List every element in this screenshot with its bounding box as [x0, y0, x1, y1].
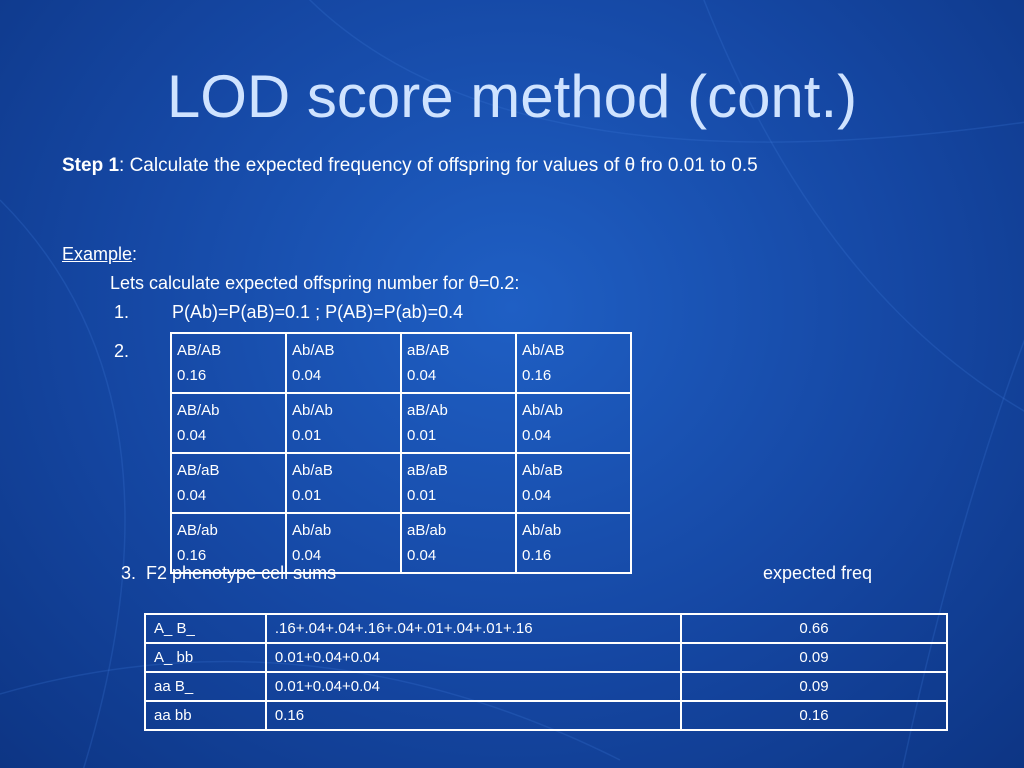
table-cell: aB/ab 0.04	[400, 512, 517, 574]
offspring-table: AB/AB 0.16 Ab/AB 0.04 aB/AB 0.04 Ab/AB 0.16 AB/A…	[170, 332, 632, 574]
phenotype: aa bb	[144, 700, 267, 731]
cell-sum: .16+.04+.04+.16+.04+.01+.04+.01+.16	[264, 613, 682, 644]
genotype: Ab/aB	[522, 462, 563, 479]
genotype: AB/ab	[177, 522, 218, 539]
phenotype: A_ B_	[144, 613, 267, 644]
frequency: 0.04	[177, 427, 207, 444]
table-cell: Ab/aB 0.01	[285, 452, 402, 514]
item-number: 3.	[121, 563, 137, 583]
sums-table: A_ B_ .16+.04+.04+.16+.04+.01+.04+.01+.16…	[144, 613, 949, 731]
item-number: 2.	[114, 341, 130, 361]
frequency: 0.16	[177, 367, 207, 384]
genotype: aB/AB	[407, 342, 450, 359]
table-cell: Ab/aB 0.04	[515, 452, 632, 514]
frequency: 0.16	[522, 367, 552, 384]
item-number: 1.	[114, 302, 130, 322]
step-text: Step 1: Calculate the expected frequency…	[62, 151, 1024, 180]
cell-sum: 0.01+0.04+0.04	[264, 671, 682, 702]
table-row: AB/AB 0.16 Ab/AB 0.04 aB/AB 0.04 Ab/AB 0.16	[170, 332, 632, 394]
genotype: aB/aB	[407, 462, 448, 479]
table-cell: AB/Ab 0.04	[170, 392, 287, 454]
table-row: AB/aB 0.04 Ab/aB 0.01 aB/aB 0.01 Ab/aB 0.04	[170, 452, 632, 514]
frequency: 0.04	[177, 487, 207, 504]
cell-sum: 0.01+0.04+0.04	[264, 642, 682, 673]
genotype: Ab/Ab	[522, 402, 563, 419]
frequency: 0.04	[292, 547, 322, 564]
genotype: AB/aB	[177, 462, 220, 479]
table-cell: aB/Ab 0.01	[400, 392, 517, 454]
genotype: AB/Ab	[177, 402, 220, 419]
table-cell: Ab/ab 0.16	[515, 512, 632, 574]
genotype: aB/Ab	[407, 402, 448, 419]
table-cell: aB/AB 0.04	[400, 332, 517, 394]
frequency: 0.01	[292, 487, 322, 504]
table-row: aa bb 0.16 0.16	[144, 700, 949, 731]
example-heading: Example:	[62, 244, 137, 265]
genotype: Ab/aB	[292, 462, 333, 479]
table-cell: Ab/AB 0.04	[285, 332, 402, 394]
table-row: aa B_ 0.01+0.04+0.04 0.09	[144, 671, 949, 702]
frequency: 0.01	[407, 427, 437, 444]
expected-frequency: 0.66	[679, 613, 949, 644]
table-cell: AB/aB 0.04	[170, 452, 287, 514]
frequency: 0.04	[407, 367, 437, 384]
step-body: : Calculate the expected frequency of of…	[119, 155, 758, 176]
table-cell: Ab/AB 0.16	[515, 332, 632, 394]
frequency: 0.04	[292, 367, 322, 384]
example-label: Example	[62, 244, 133, 264]
genotype: Ab/ab	[522, 522, 562, 539]
step-label: Step 1	[62, 155, 120, 176]
expected-frequency: 0.09	[679, 671, 949, 702]
table-row: A_ B_ .16+.04+.04+.16+.04+.01+.04+.01+.16…	[144, 613, 949, 644]
frequency: 0.04	[522, 487, 552, 504]
intro-text: Lets calculate expected offspring number…	[110, 273, 520, 293]
genotype: Ab/Ab	[292, 402, 333, 419]
phenotype: A_ bb	[144, 642, 267, 673]
genotype: Ab/AB	[522, 342, 565, 359]
table-row: AB/Ab 0.04 Ab/Ab 0.01 aB/Ab 0.01 Ab/Ab 0.04	[170, 392, 632, 454]
table-cell: Ab/Ab 0.01	[285, 392, 402, 454]
item-text: P(Ab)=P(aB)=0.1 ; P(AB)=P(ab)=0.4	[172, 302, 464, 322]
frequency: 0.01	[407, 487, 437, 504]
genotype: Ab/ab	[292, 522, 332, 539]
cell-sum: 0.16	[264, 700, 682, 731]
example-suffix: :	[132, 244, 138, 264]
genotype: Ab/AB	[292, 342, 335, 359]
table-cell: Ab/ab 0.04	[285, 512, 402, 574]
column-note: expected freq	[763, 563, 873, 583]
phenotype: aa B_	[144, 671, 267, 702]
expected-frequency: 0.09	[679, 642, 949, 673]
frequency: 0.04	[522, 427, 552, 444]
table-row: AB/ab 0.16 Ab/ab 0.04 aB/ab 0.04 Ab/ab 0.16	[170, 512, 632, 574]
slide-title: LOD score method (cont.)	[166, 63, 858, 130]
table-cell: aB/aB 0.01	[400, 452, 517, 514]
genotype: aB/ab	[407, 522, 447, 539]
table-cell: AB/ab 0.16	[170, 512, 287, 574]
expected-frequency: 0.16	[679, 700, 949, 731]
frequency: 0.16	[177, 547, 207, 564]
frequency: 0.16	[522, 547, 552, 564]
genotype: AB/AB	[177, 342, 222, 359]
table-row: A_ bb 0.01+0.04+0.04 0.09	[144, 642, 949, 673]
frequency: 0.01	[292, 427, 322, 444]
frequency: 0.04	[407, 547, 437, 564]
table-cell: Ab/Ab 0.04	[515, 392, 632, 454]
table-cell: AB/AB 0.16	[170, 332, 287, 394]
